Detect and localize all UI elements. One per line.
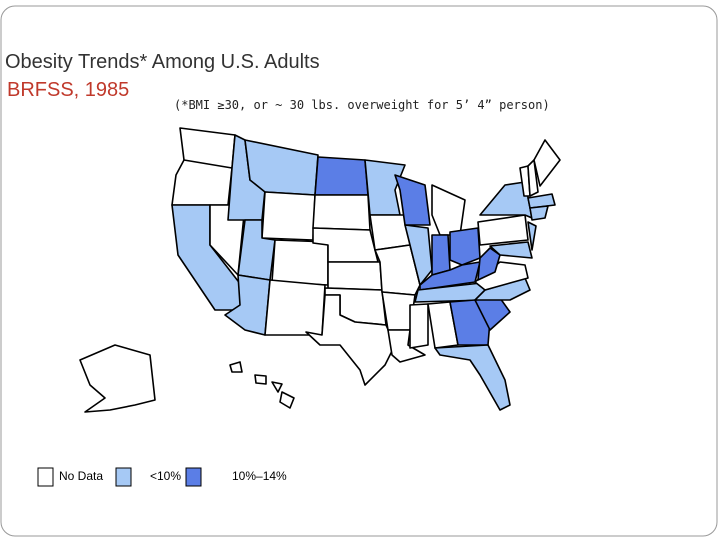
state	[79, 344, 156, 413]
legend-swatch	[115, 467, 132, 487]
state	[264, 279, 326, 336]
state	[434, 344, 511, 411]
legend-label: No Data	[59, 469, 103, 483]
state	[305, 294, 396, 386]
legend-label: <10%	[150, 469, 181, 483]
state	[409, 303, 429, 349]
state	[533, 139, 561, 187]
note: (*BMI ≥30, or ~ 30 lbs. overweight for 5…	[174, 98, 550, 112]
legend-label: 10%–14%	[232, 469, 287, 483]
state	[527, 159, 539, 197]
state	[271, 239, 329, 286]
legend: No Data <10% 10%–14%	[37, 467, 287, 487]
state	[394, 174, 431, 226]
state	[312, 194, 371, 231]
state	[229, 361, 243, 373]
state	[477, 247, 501, 281]
state	[477, 214, 529, 246]
state	[271, 381, 283, 393]
subtitle: BRFSS, 1985	[7, 79, 129, 101]
legend-swatch	[37, 467, 54, 487]
state	[171, 159, 233, 206]
state	[279, 391, 295, 409]
title: Obesity Trends* Among U.S. Adults	[5, 51, 320, 73]
state	[327, 261, 383, 291]
state	[527, 193, 556, 209]
us-map	[79, 127, 561, 413]
state	[529, 205, 549, 221]
state	[449, 227, 481, 266]
state	[431, 234, 451, 276]
state	[364, 159, 406, 216]
state	[314, 156, 369, 196]
state	[254, 374, 267, 385]
state	[404, 224, 433, 286]
legend-swatch	[185, 467, 202, 487]
state	[261, 191, 316, 241]
state	[489, 241, 533, 259]
state	[527, 221, 537, 251]
